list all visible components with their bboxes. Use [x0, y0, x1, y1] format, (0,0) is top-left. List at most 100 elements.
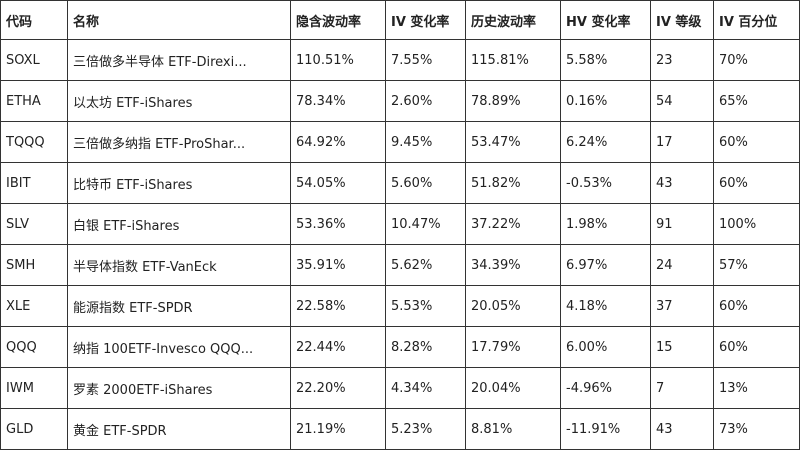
table-cell: 9.45% — [385, 121, 466, 163]
table-cell: 53.47% — [465, 121, 561, 163]
header-cell: 隐含波动率 — [290, 0, 386, 40]
table-cell: 78.89% — [465, 80, 561, 122]
table-cell: 57% — [713, 244, 800, 286]
table-row: SLV 白银 ETF-iShares 53.36% 10.47% 37.22% 1.98%… — [0, 203, 800, 245]
table-body: SOXL 三倍做多半导体 ETF-Direxi... 110.51% 7.55% 115… — [0, 39, 800, 450]
table-cell: QQQ — [0, 326, 68, 368]
table-cell: 91 — [650, 203, 714, 245]
table-cell: 5.23% — [385, 408, 466, 450]
table-cell: 60% — [713, 285, 800, 327]
table-cell: 22.58% — [290, 285, 386, 327]
table-cell: 三倍做多半导体 ETF-Direxi... — [67, 39, 291, 81]
table-row: TQQQ 三倍做多纳指 ETF-ProShar... 64.92% 9.45% 53.4… — [0, 121, 800, 163]
table-cell: 能源指数 ETF-SPDR — [67, 285, 291, 327]
table-cell: 20.05% — [465, 285, 561, 327]
table-cell: 22.44% — [290, 326, 386, 368]
table-cell: 6.00% — [560, 326, 651, 368]
table-cell: 比特币 ETF-iShares — [67, 162, 291, 204]
table-cell: TQQQ — [0, 121, 68, 163]
table-cell: 8.28% — [385, 326, 466, 368]
table-cell: 13% — [713, 367, 800, 409]
table-row: SOXL 三倍做多半导体 ETF-Direxi... 110.51% 7.55% 115… — [0, 39, 800, 81]
header-cell: 名称 — [67, 0, 291, 40]
table-cell: 78.34% — [290, 80, 386, 122]
table-cell: 54 — [650, 80, 714, 122]
table-cell: 34.39% — [465, 244, 561, 286]
header-cell: IV 百分位 — [713, 0, 800, 40]
table-cell: 43 — [650, 162, 714, 204]
table-row: QQQ 纳指 100ETF-Invesco QQQ... 22.44% 8.28% 17… — [0, 326, 800, 368]
table-cell: 115.81% — [465, 39, 561, 81]
table-cell: 54.05% — [290, 162, 386, 204]
table-cell: 15 — [650, 326, 714, 368]
table-cell: 64.92% — [290, 121, 386, 163]
table-row: IWM 罗素 2000ETF-iShares 22.20% 4.34% 20.04% -4… — [0, 367, 800, 409]
table-cell: 6.97% — [560, 244, 651, 286]
header-cell: IV 等级 — [650, 0, 714, 40]
table-cell: ETHA — [0, 80, 68, 122]
table-cell: -0.53% — [560, 162, 651, 204]
table-cell: 24 — [650, 244, 714, 286]
table-cell: 51.82% — [465, 162, 561, 204]
table-cell: 110.51% — [290, 39, 386, 81]
table-cell: -4.96% — [560, 367, 651, 409]
table-cell: 5.53% — [385, 285, 466, 327]
table-row: XLE 能源指数 ETF-SPDR 22.58% 5.53% 20.05% 4.18% 37… — [0, 285, 800, 327]
table-cell: 23 — [650, 39, 714, 81]
table-cell: 43 — [650, 408, 714, 450]
table-cell: XLE — [0, 285, 68, 327]
table-cell: 5.58% — [560, 39, 651, 81]
table-cell: 5.62% — [385, 244, 466, 286]
table-cell: 20.04% — [465, 367, 561, 409]
header-cell: 历史波动率 — [465, 0, 561, 40]
table-cell: SLV — [0, 203, 68, 245]
header-cell: HV 变化率 — [560, 0, 651, 40]
table-cell: 7.55% — [385, 39, 466, 81]
table-cell: 21.19% — [290, 408, 386, 450]
table-cell: 60% — [713, 326, 800, 368]
table-cell: SOXL — [0, 39, 68, 81]
table-row: GLD 黄金 ETF-SPDR 21.19% 5.23% 8.81% -11.91% 43 7… — [0, 408, 800, 450]
table-cell: 黄金 ETF-SPDR — [67, 408, 291, 450]
table-cell: 0.16% — [560, 80, 651, 122]
table-cell: IBIT — [0, 162, 68, 204]
table-cell: 5.60% — [385, 162, 466, 204]
table-cell: 37.22% — [465, 203, 561, 245]
table-cell: 三倍做多纳指 ETF-ProShar... — [67, 121, 291, 163]
table-cell: 4.34% — [385, 367, 466, 409]
table-cell: 半导体指数 ETF-VanEck — [67, 244, 291, 286]
table-cell: 70% — [713, 39, 800, 81]
table-container: 代码 名称 隐含波动率 IV 变化率 历史波动率 HV 变化率 IV 等级 IV 百分位 SO… — [0, 0, 800, 450]
table-cell: 纳指 100ETF-Invesco QQQ... — [67, 326, 291, 368]
table-cell: 73% — [713, 408, 800, 450]
table-cell: 60% — [713, 162, 800, 204]
table-cell: 17.79% — [465, 326, 561, 368]
header-cell: IV 变化率 — [385, 0, 466, 40]
header-row: 代码 名称 隐含波动率 IV 变化率 历史波动率 HV 变化率 IV 等级 IV 百分位 — [0, 0, 800, 40]
table-cell: 罗素 2000ETF-iShares — [67, 367, 291, 409]
table-cell: 白银 ETF-iShares — [67, 203, 291, 245]
table-cell: 53.36% — [290, 203, 386, 245]
table-cell: 4.18% — [560, 285, 651, 327]
table-cell: 10.47% — [385, 203, 466, 245]
table-cell: 65% — [713, 80, 800, 122]
table-cell: 37 — [650, 285, 714, 327]
table-cell: SMH — [0, 244, 68, 286]
table-cell: 60% — [713, 121, 800, 163]
table-row: IBIT 比特币 ETF-iShares 54.05% 5.60% 51.82% -0.5… — [0, 162, 800, 204]
table-cell: 7 — [650, 367, 714, 409]
table-cell: -11.91% — [560, 408, 651, 450]
table-cell: 8.81% — [465, 408, 561, 450]
table-cell: 2.60% — [385, 80, 466, 122]
table-cell: GLD — [0, 408, 68, 450]
volatility-table: 代码 名称 隐含波动率 IV 变化率 历史波动率 HV 变化率 IV 等级 IV 百分位 SO… — [0, 0, 800, 450]
header-cell: 代码 — [0, 0, 68, 40]
table-cell: 1.98% — [560, 203, 651, 245]
table-cell: 35.91% — [290, 244, 386, 286]
table-cell: 6.24% — [560, 121, 651, 163]
table-cell: 以太坊 ETF-iShares — [67, 80, 291, 122]
table-row: ETHA 以太坊 ETF-iShares 78.34% 2.60% 78.89% 0.16… — [0, 80, 800, 122]
table-cell: 17 — [650, 121, 714, 163]
table-row: SMH 半导体指数 ETF-VanEck 35.91% 5.62% 34.39% 6.97… — [0, 244, 800, 286]
table-cell: 22.20% — [290, 367, 386, 409]
